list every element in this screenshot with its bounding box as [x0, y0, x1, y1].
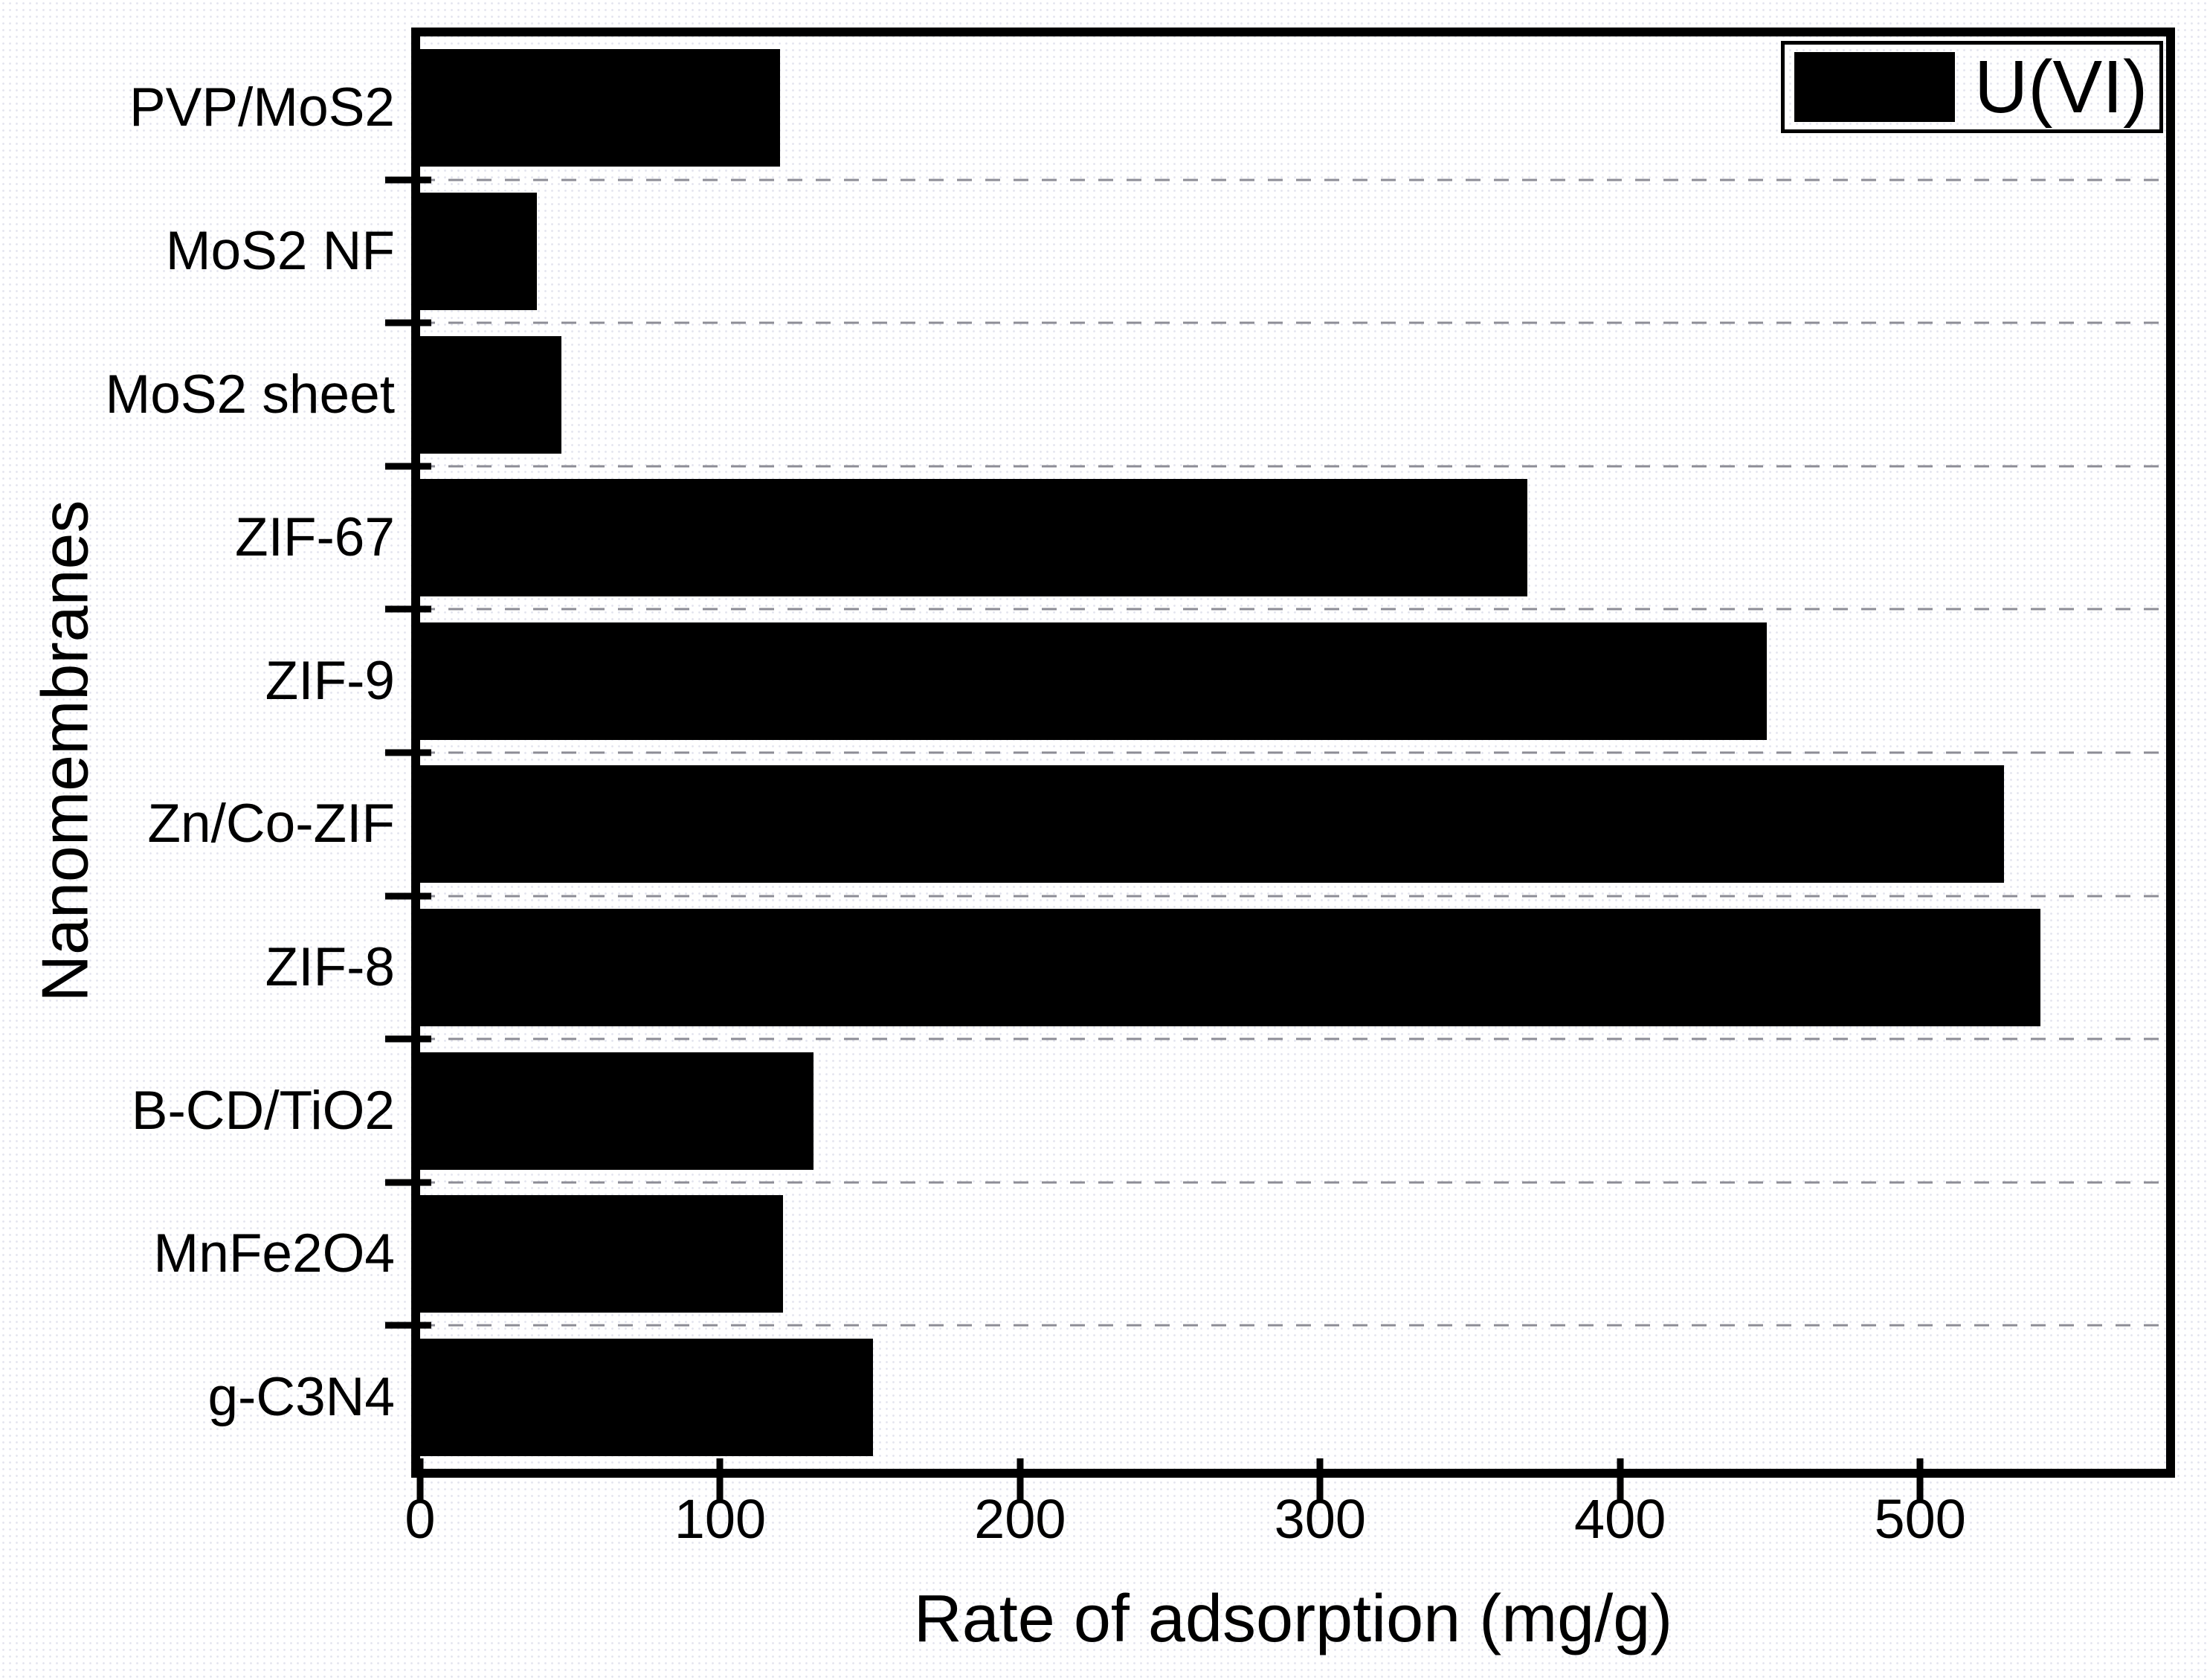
- bar-g-C3N4: [420, 1338, 874, 1456]
- y-axis-title: Nanomembranes: [28, 500, 102, 1002]
- category-label: Zn/Co-ZIF: [147, 794, 395, 855]
- gridline: [420, 1037, 2166, 1040]
- legend-label-uvi: U(VI): [1974, 45, 2148, 129]
- bar-Zn/Co-ZIF: [420, 765, 2005, 884]
- x-axis-tick: [1016, 1458, 1024, 1503]
- gridline: [420, 1324, 2166, 1327]
- bar-MoS2 NF: [420, 192, 538, 310]
- category-label: g-C3N4: [207, 1366, 395, 1427]
- category-label: MnFe2O4: [153, 1223, 395, 1284]
- y-axis-tick: [385, 1322, 431, 1329]
- y-axis-tick: [385, 463, 431, 470]
- category-label: ZIF-9: [265, 650, 395, 711]
- bar-PVP/MoS2: [420, 49, 781, 167]
- y-axis-tick: [385, 1035, 431, 1043]
- x-axis-tick: [716, 1458, 724, 1503]
- gridline: [420, 751, 2166, 754]
- legend-swatch-uvi: [1794, 52, 1955, 122]
- bar-ZIF-67: [420, 479, 1527, 597]
- bar-MnFe2O4: [420, 1195, 784, 1313]
- y-axis-tick: [385, 1179, 431, 1186]
- x-tick-label: 0: [405, 1488, 436, 1550]
- legend-box: U(VI): [1781, 41, 2163, 133]
- bar-MoS2 sheet: [420, 335, 561, 454]
- x-tick-label: 500: [1874, 1488, 1966, 1550]
- x-axis-tick: [1916, 1458, 1924, 1503]
- bar-ZIF-8: [420, 908, 2040, 1026]
- y-axis-tick: [385, 319, 431, 326]
- x-tick-label: 400: [1574, 1488, 1666, 1550]
- gridline: [420, 321, 2166, 324]
- x-axis-tick: [1316, 1458, 1324, 1503]
- gridline: [420, 178, 2166, 181]
- x-axis-tick: [1617, 1458, 1624, 1503]
- bar-ZIF-9: [420, 622, 1768, 740]
- gridline: [420, 1181, 2166, 1184]
- gridline: [420, 895, 2166, 898]
- x-axis-tick: [416, 1458, 424, 1503]
- y-axis-tick: [385, 749, 431, 756]
- x-tick-label: 300: [1274, 1488, 1367, 1550]
- y-axis-tick: [385, 892, 431, 900]
- plot-inner-area: [385, 36, 2166, 1503]
- x-axis-title: Rate of adsorption (mg/g): [913, 1582, 1673, 1656]
- plot-area: U(VI): [385, 28, 2175, 1503]
- x-tick-label: 100: [674, 1488, 767, 1550]
- category-label: PVP/MoS2: [129, 77, 395, 138]
- category-label: MoS2 NF: [165, 220, 395, 281]
- y-axis-tick: [385, 605, 431, 613]
- gridline: [420, 465, 2166, 468]
- category-label: B-CD/TiO2: [131, 1080, 395, 1141]
- gridline: [420, 608, 2166, 611]
- category-label: ZIF-8: [265, 936, 395, 997]
- bar-B-CD/TiO2: [420, 1052, 813, 1170]
- y-axis-tick: [385, 176, 431, 184]
- x-tick-label: 200: [974, 1488, 1066, 1550]
- category-label: MoS2 sheet: [105, 364, 395, 425]
- category-label: ZIF-67: [235, 506, 395, 567]
